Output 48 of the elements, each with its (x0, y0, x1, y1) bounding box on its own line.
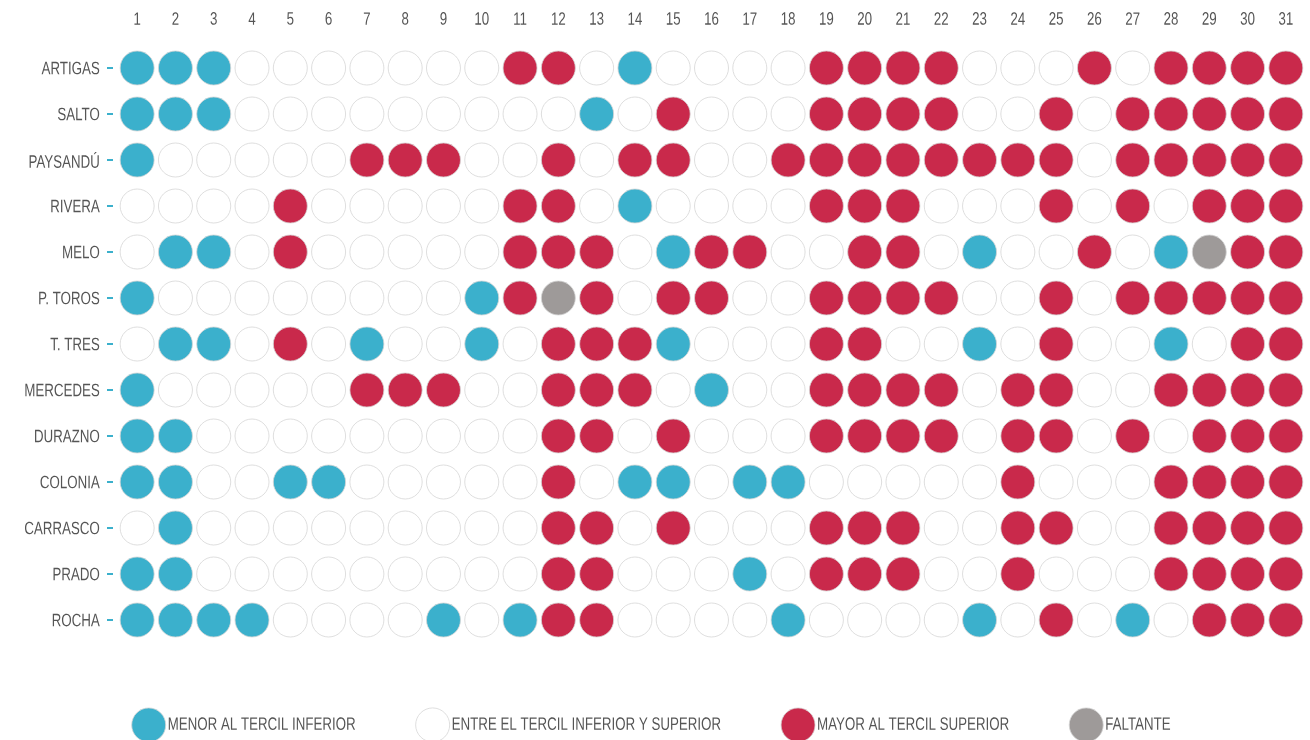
legend-label: ENTRE EL TERCIL INFERIOR Y SUPERIOR (452, 717, 721, 731)
x-tick-label: 17 (743, 12, 757, 25)
x-tick-label: 19 (819, 12, 834, 25)
y-tick-label: T. TRES (50, 337, 100, 351)
y-tick-label: PRADO (53, 567, 100, 581)
x-tick-label: 28 (1164, 12, 1178, 25)
x-tick-label: 7 (363, 12, 370, 25)
x-tick-label: 8 (402, 12, 409, 25)
y-tick-label: COLONIA (40, 475, 100, 489)
y-tick-label: P. TOROS (39, 291, 100, 305)
x-tick-label: 27 (1125, 12, 1140, 25)
legend-label: FALTANTE (1106, 717, 1171, 730)
x-tick-label: 12 (551, 12, 566, 25)
y-tick-label: MELO (63, 245, 100, 259)
y-tick-label: CARRASCO (24, 521, 100, 535)
x-tick-label: 6 (325, 12, 332, 25)
x-tick-label: 21 (896, 12, 910, 25)
legend-label: MENOR AL TERCIL INFERIOR (168, 717, 356, 731)
x-tick-label: 10 (475, 12, 489, 25)
x-tick-label: 13 (590, 12, 604, 25)
x-tick-label: 4 (248, 12, 256, 25)
legend-label: MAYOR AL TERCIL SUPERIOR (818, 717, 1009, 731)
x-tick-label: 22 (934, 12, 948, 25)
x-tick-label: 9 (440, 12, 447, 25)
y-tick-label: RIVERA (51, 199, 100, 213)
x-tick-label: 25 (1049, 12, 1063, 25)
x-tick-label: 18 (781, 12, 795, 25)
x-tick-label: 29 (1202, 12, 1217, 25)
x-tick-label: 5 (287, 12, 294, 25)
x-tick-label: 2 (172, 12, 179, 25)
x-tick-label: 26 (1087, 12, 1102, 25)
x-tick-label: 16 (705, 12, 719, 25)
x-tick-label: 24 (1011, 12, 1025, 25)
y-tick-label: PAYSANDÚ (29, 152, 99, 168)
x-tick-label: 15 (666, 12, 681, 25)
x-tick-label: 14 (628, 12, 642, 25)
x-tick-label: 20 (857, 12, 872, 25)
x-tick-label: 1 (134, 12, 141, 25)
x-tick-label: 11 (514, 12, 527, 25)
x-tick-label: 23 (972, 12, 987, 25)
y-tick-label: ARTIGAS (41, 61, 100, 75)
y-tick-label: MERCEDES (25, 383, 100, 397)
y-tick-label: DURAZNO (35, 429, 100, 443)
y-tick-label: SALTO (57, 107, 100, 121)
x-tick-label: 30 (1240, 12, 1255, 25)
y-tick-label: ROCHA (52, 613, 100, 627)
x-tick-label: 31 (1278, 12, 1293, 25)
x-tick-label: 3 (210, 12, 217, 25)
